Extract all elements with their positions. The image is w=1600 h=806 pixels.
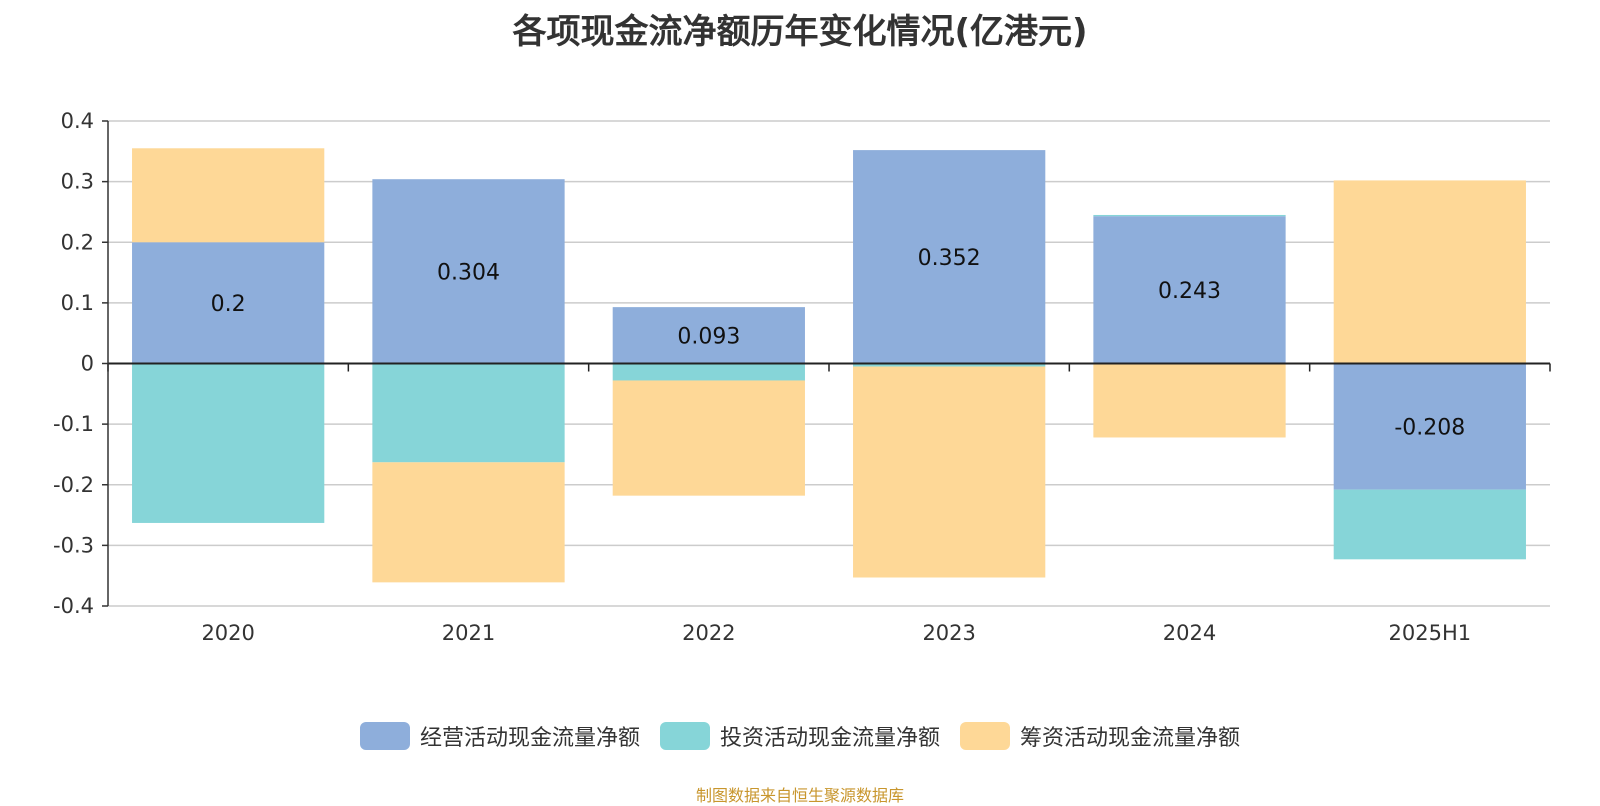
bar-operating-2025H1 — [1333, 363, 1526, 490]
legend-swatch-financing — [960, 722, 1010, 750]
bars-layer — [132, 148, 1526, 583]
chart-title: 各项现金流净额历年变化情况(亿港元) — [512, 12, 1088, 52]
y-tick-label: -0.1 — [53, 412, 94, 436]
bar-investing-2025H1 — [1333, 489, 1526, 560]
bar-financing-2022 — [612, 380, 805, 496]
y-tick-label: -0.2 — [53, 473, 94, 497]
x-tick-label: 2022 — [682, 621, 735, 645]
x-tick-label: 2024 — [1163, 621, 1216, 645]
bar-investing-2023 — [853, 363, 1046, 367]
data-label-2024: 0.243 — [1158, 279, 1221, 304]
legend-label-investing: 投资活动现金流量净额 — [719, 726, 940, 751]
y-tick-label: 0.2 — [61, 230, 94, 254]
data-label-2025H1: -0.208 — [1394, 416, 1465, 441]
bar-financing-2024 — [1093, 363, 1286, 438]
x-tick-label: 2021 — [442, 621, 495, 645]
bar-operating-2023 — [853, 150, 1046, 364]
x-tick-label: 2025H1 — [1389, 621, 1472, 645]
data-label-2020: 0.2 — [211, 292, 246, 317]
bar-operating-2021 — [372, 179, 565, 364]
x-tick-label: 2023 — [922, 621, 975, 645]
bar-financing-2023 — [853, 366, 1046, 578]
axis-layer: 0.4 0.3 0.2 0.1 0 -0.1 -0.2 -0.3 -0.4 2020 2021 202… — [53, 109, 1551, 645]
legend-label-financing: 筹资活动现金流量净额 — [1020, 726, 1241, 751]
bar-financing-2021 — [372, 462, 565, 583]
bar-investing-2021 — [372, 363, 565, 463]
y-tick-label: -0.4 — [53, 594, 94, 618]
bar-operating-2024 — [1093, 216, 1286, 364]
bar-investing-2024 — [1093, 214, 1286, 217]
legend-item-operating[interactable]: 经营活动现金流量净额 — [359, 720, 640, 752]
legend-item-financing[interactable]: 筹资活动现金流量净额 — [960, 720, 1240, 752]
legend-swatch-operating — [359, 722, 410, 750]
y-tick-label: 0 — [81, 352, 94, 376]
source-note: 制图数据来自恒生聚源数据库 — [695, 786, 904, 805]
legend-swatch-investing — [659, 722, 710, 750]
bar-financing-2020 — [132, 148, 325, 243]
legend-label-operating: 经营活动现金流量净额 — [419, 726, 640, 751]
bar-investing-2022 — [612, 363, 805, 381]
legend: 经营活动现金流量净额 投资活动现金流量净额 筹资活动现金流量净额 — [0, 720, 1600, 752]
data-label-2022: 0.093 — [677, 324, 740, 349]
data-label-2021: 0.304 — [437, 260, 500, 285]
x-tick-label: 2020 — [201, 621, 254, 645]
chart-canvas: 0.4 0.3 0.2 0.1 0 -0.1 -0.2 -0.3 -0.4 2020 2021 202… — [53, 109, 1551, 645]
bar-investing-2020 — [132, 363, 325, 523]
y-tick-label: 0.4 — [61, 109, 94, 133]
bar-operating-2022 — [612, 307, 805, 364]
y-tick-label: 0.3 — [61, 170, 94, 194]
data-labels-layer: 0.2 0.304 0.093 0.352 0.243 -0.208 — [211, 246, 1466, 441]
data-label-2023: 0.352 — [918, 246, 981, 271]
y-tick-label: -0.3 — [53, 533, 94, 557]
y-tick-label: 0.1 — [61, 291, 94, 315]
legend-item-investing[interactable]: 投资活动现金流量净额 — [659, 720, 940, 752]
bar-financing-2025H1 — [1333, 180, 1526, 364]
bar-operating-2020 — [132, 242, 325, 364]
grid-layer — [108, 120, 1550, 607]
